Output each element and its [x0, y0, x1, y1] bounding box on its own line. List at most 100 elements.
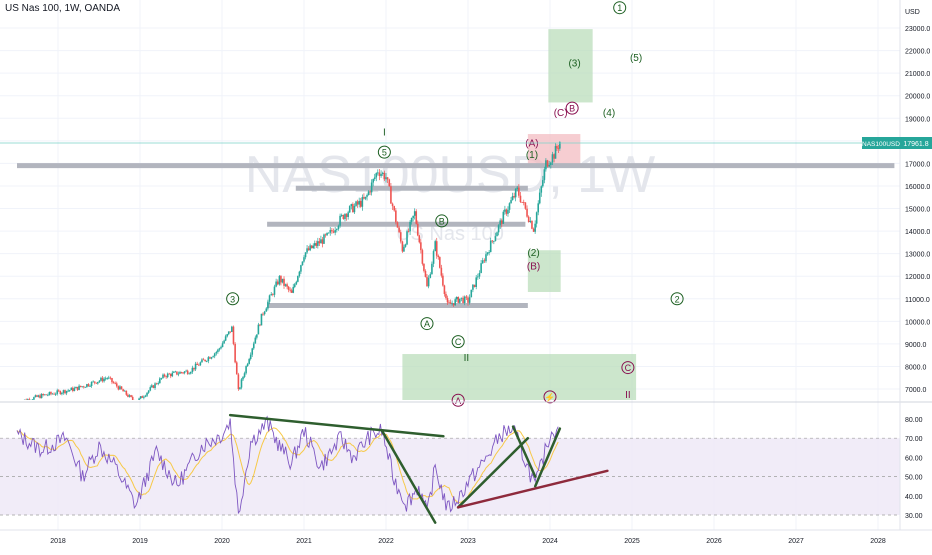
- wave-label: (2): [527, 248, 539, 259]
- symbol-title[interactable]: US Nas 100, 1W, OANDA: [5, 3, 120, 14]
- rsi-tick-label: 60.00: [905, 455, 923, 462]
- candle-body: [248, 359, 250, 364]
- candle-body: [53, 394, 55, 395]
- candle-body: [450, 302, 452, 303]
- candle-body: [214, 353, 216, 356]
- candle-body: [453, 303, 455, 305]
- candle-body: [433, 251, 435, 264]
- candle-body: [72, 388, 74, 391]
- candle-body: [469, 297, 471, 303]
- candle-body: [63, 390, 65, 393]
- candle-body: [126, 391, 128, 395]
- candle-body: [78, 386, 80, 390]
- candle-body: [36, 395, 38, 397]
- candle-body: [457, 297, 459, 303]
- candle-body: [108, 378, 110, 379]
- price-tick-label: 8000.0: [905, 364, 927, 371]
- candle-body: [491, 241, 493, 242]
- candle-body: [445, 294, 447, 298]
- candle-body: [474, 285, 476, 287]
- candle-body: [521, 202, 523, 203]
- wave-label: B: [569, 104, 575, 114]
- candle-body: [204, 360, 206, 361]
- candle-body: [170, 374, 172, 376]
- wave-label: B: [439, 216, 445, 226]
- last-price-tag: NAS100USD 17961.8: [862, 137, 932, 149]
- candle-body: [292, 287, 294, 293]
- watermark-main: NAS100USD, 1W: [245, 146, 655, 204]
- candle-body: [244, 373, 246, 377]
- candle-body: [365, 197, 367, 199]
- candle-body: [33, 397, 35, 400]
- candle-body: [77, 387, 79, 390]
- candle-body: [425, 271, 427, 277]
- candle-body: [259, 325, 261, 326]
- candle-body: [286, 284, 288, 286]
- candle-body: [405, 244, 407, 246]
- candle-body: [56, 390, 58, 394]
- candle-body: [379, 172, 381, 176]
- candle-body: [277, 282, 279, 285]
- candle-body: [384, 173, 386, 179]
- wave-label: (A): [525, 139, 538, 150]
- candle-body: [83, 386, 85, 387]
- rsi-tick-label: 70.00: [905, 436, 923, 443]
- candle-body: [408, 231, 410, 232]
- wave-label: (4): [603, 108, 615, 119]
- target-zone-green: [402, 354, 636, 400]
- candle-body: [154, 383, 156, 388]
- candle-body: [448, 302, 450, 303]
- time-tick-label: 2019: [132, 538, 148, 545]
- candle-body: [490, 241, 492, 253]
- candle-body: [168, 374, 170, 375]
- candle-body: [341, 215, 343, 216]
- candle-body: [143, 397, 145, 398]
- candle-body: [45, 394, 47, 395]
- candle-body: [472, 285, 474, 290]
- candle-body: [192, 368, 194, 372]
- candle-body: [556, 146, 558, 148]
- candle-body: [302, 261, 304, 265]
- candle-body: [516, 188, 518, 189]
- candle-body: [459, 299, 461, 303]
- candle-body: [39, 395, 41, 398]
- price-tick-label: 23000.0: [905, 26, 930, 33]
- candle-body: [375, 173, 377, 177]
- candle-body: [148, 391, 150, 393]
- candle-body: [344, 214, 346, 219]
- candle-body: [464, 297, 466, 303]
- candle-body: [89, 386, 91, 387]
- candle-body: [250, 355, 252, 359]
- candle-body: [242, 377, 244, 379]
- candle-body: [518, 188, 520, 196]
- candle-body: [211, 357, 213, 358]
- candle-body: [153, 385, 155, 388]
- candle-body: [388, 179, 390, 186]
- candle-body: [336, 229, 338, 230]
- candle-body: [480, 263, 482, 273]
- candle-body: [437, 256, 439, 257]
- candle-body: [171, 373, 173, 376]
- wave-label: (1): [526, 150, 538, 161]
- price-tick-label: 19000.0: [905, 116, 930, 123]
- candle-body: [66, 391, 68, 393]
- candle-body: [363, 197, 365, 199]
- candle-body: [41, 394, 43, 398]
- candle-body: [499, 220, 501, 225]
- candle-body: [270, 294, 272, 295]
- candle-body: [390, 186, 392, 203]
- candle-body: [188, 374, 190, 375]
- candle-body: [208, 357, 210, 361]
- candle-body: [503, 212, 505, 224]
- candle-body: [339, 216, 341, 226]
- price-tick-label: 7000.0: [905, 387, 927, 394]
- candle-body: [220, 347, 222, 348]
- candle-body: [477, 277, 479, 278]
- candle-body: [436, 241, 438, 256]
- candle-body: [146, 393, 148, 396]
- candle-body: [99, 381, 101, 382]
- candle-body: [322, 239, 324, 243]
- candle-body: [323, 234, 325, 243]
- price-tick-label: 9000.0: [905, 342, 927, 349]
- candle-body: [92, 381, 94, 382]
